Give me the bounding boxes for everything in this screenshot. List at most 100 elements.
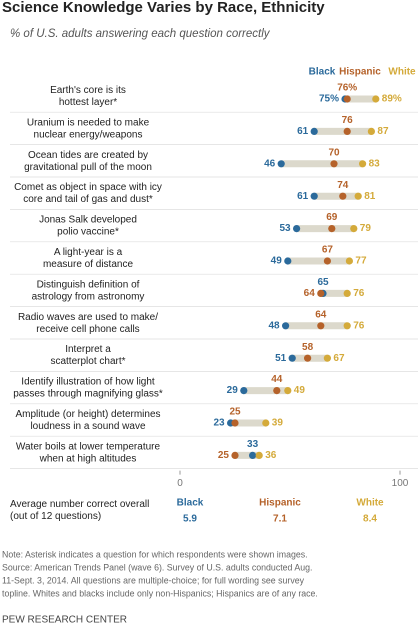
dot [231, 419, 239, 427]
dot [310, 192, 318, 200]
dot [350, 225, 358, 233]
dot [273, 387, 281, 395]
dot [343, 289, 351, 297]
value-label: 65 [317, 277, 329, 288]
average-value: 8.4 [363, 514, 377, 525]
value-label: 77 [355, 256, 367, 267]
value-label: 49 [294, 385, 306, 396]
value-label: 67 [322, 245, 334, 256]
value-label: 53 [279, 223, 291, 234]
dot [343, 322, 351, 330]
value-label: 64 [304, 288, 316, 299]
value-label: 70 [328, 147, 340, 158]
dot [343, 127, 351, 135]
legend-label: Hispanic [339, 67, 381, 78]
dot [293, 225, 301, 233]
value-label: 33 [247, 439, 259, 450]
value-label: 83 [369, 158, 381, 169]
value-label: 61 [297, 126, 309, 137]
x-tick-label: 0 [177, 478, 183, 489]
value-label: 81 [364, 191, 376, 202]
category-label: Interpret a scatterplot chart* [50, 344, 125, 367]
value-label: 76 [353, 320, 365, 331]
chart-title: Science Knowledge Varies by Race, Ethnic… [2, 0, 325, 16]
dot [310, 127, 318, 135]
value-label: 61 [297, 191, 309, 202]
value-label: 87 [377, 126, 389, 137]
category-label: Distinguish definition of astrology from … [32, 279, 145, 302]
average-value: 7.1 [273, 514, 287, 525]
dot [367, 127, 375, 135]
value-label: 48 [268, 320, 280, 331]
dot [345, 257, 353, 265]
legend-label: White [388, 67, 416, 78]
average-header: White [356, 498, 384, 509]
dot [339, 192, 347, 200]
dot [328, 225, 336, 233]
dot [282, 322, 290, 330]
dot [323, 257, 331, 265]
category-label: Comet as object in space with icy core an… [14, 182, 162, 205]
note-line: topline. Whites and blacks include only … [2, 588, 318, 598]
value-label: 75% [319, 94, 339, 105]
dot [372, 95, 380, 103]
category-label: Ocean tides are created by gravitational … [24, 149, 152, 172]
value-label: 25 [229, 407, 241, 418]
value-label: 29 [227, 385, 239, 396]
value-label: 46 [264, 158, 276, 169]
value-label: 69 [326, 212, 338, 223]
category-label: Radio waves are used to make/receive cel… [18, 311, 158, 334]
category-label: Amplitude (or height) determines loudness… [15, 409, 160, 432]
dot [330, 160, 338, 168]
value-label: 58 [302, 342, 314, 353]
value-label: 76 [353, 288, 365, 299]
value-label: 79 [360, 223, 372, 234]
value-label: 36 [265, 450, 277, 461]
dot [240, 387, 248, 395]
category-label: Jonas Salk developed polio vaccine* [39, 214, 137, 237]
x-tick-label: 100 [392, 478, 409, 489]
value-label: 67 [333, 353, 345, 364]
dot [317, 322, 325, 330]
dot [231, 451, 239, 459]
dot [284, 387, 292, 395]
average-value: 5.9 [183, 514, 197, 525]
value-label: 51 [275, 353, 287, 364]
value-label: 23 [213, 418, 225, 429]
dot [359, 160, 367, 168]
value-label: 39 [272, 418, 284, 429]
dot [249, 451, 257, 459]
category-label: Earth's core is its hottest layer* [50, 85, 126, 108]
legend-label: Black [309, 67, 336, 78]
dot [284, 257, 292, 265]
dot [317, 289, 325, 297]
category-label: Water boils at lower temperature when at … [16, 441, 161, 464]
value-label: 76% [337, 83, 357, 94]
dot [323, 354, 331, 362]
dot [262, 419, 270, 427]
chart-subtitle: % of U.S. adults answering each question… [10, 28, 271, 40]
value-label: 49 [271, 256, 283, 267]
category-label: A light-year is a measure of distance [43, 247, 133, 270]
average-header: Hispanic [259, 498, 301, 509]
value-label: 76 [342, 115, 354, 126]
dot [304, 354, 312, 362]
averages-label: Average number correct overall (out of 12… [10, 499, 149, 522]
category-label: Uranium is needed to make nuclear energy/… [27, 117, 150, 140]
note-line: Note: Asterisk indicates a question for … [2, 549, 308, 559]
note-line: 11-Sept. 3, 2014. All questions are mult… [2, 575, 305, 585]
source: PEW RESEARCH CENTER [2, 615, 127, 626]
value-label: 89% [382, 94, 402, 105]
dot [255, 451, 263, 459]
note-line: Source: American Trends Panel (wave 6). … [2, 562, 313, 572]
average-header: Black [177, 498, 204, 509]
value-label: 44 [271, 374, 283, 385]
value-label: 25 [218, 450, 230, 461]
category-label: Identify illustration of how light passes… [13, 376, 163, 399]
dot [343, 95, 351, 103]
dot [354, 192, 362, 200]
value-label: 74 [337, 180, 349, 191]
value-label: 64 [315, 309, 327, 320]
dot [277, 160, 285, 168]
